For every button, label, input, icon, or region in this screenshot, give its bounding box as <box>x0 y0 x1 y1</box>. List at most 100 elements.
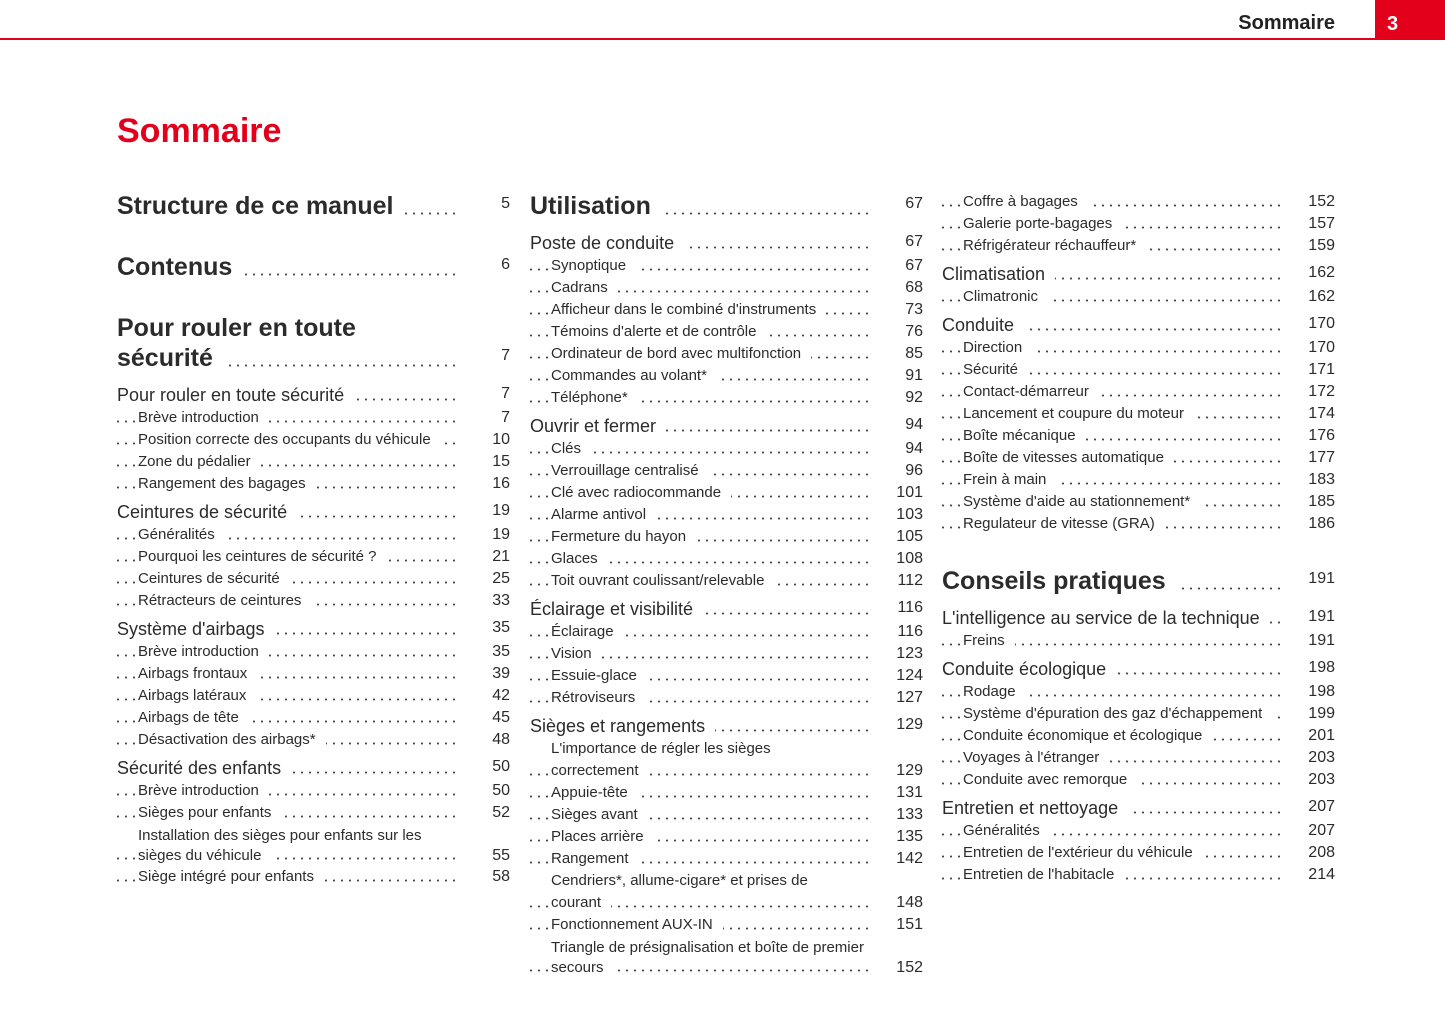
toc-entry[interactable]: Alarme antivol 103 <box>530 504 923 526</box>
toc-entry[interactable]: Ceintures de sécurité 25 <box>117 568 510 590</box>
toc-entry[interactable]: Freins 191 <box>942 630 1335 652</box>
toc-chapter[interactable]: Ouvrir et fermer 94 <box>530 414 923 438</box>
toc-entry[interactable]: Galerie porte-bagages 157 <box>942 213 1335 235</box>
toc-entry[interactable]: Direction 170 <box>942 337 1335 359</box>
toc-chapter[interactable]: Éclairage et visibilité 116 <box>530 597 923 621</box>
toc-entry[interactable]: Places arrière 135 <box>530 826 923 848</box>
toc-entry[interactable]: Éclairage 116 <box>530 621 923 643</box>
toc-chapter[interactable]: Conduite 170 <box>942 313 1335 337</box>
toc-page-number: 96 <box>905 462 923 479</box>
toc-entry[interactable]: Glaces 108 <box>530 548 923 570</box>
toc-entry[interactable]: Sécurité 171 <box>942 359 1335 381</box>
toc-entry[interactable]: Cendriers*, allume-cigare* et prises de … <box>530 870 923 914</box>
toc-entry[interactable]: Boîte de vitesses automatique 177 <box>942 447 1335 469</box>
toc-entry[interactable]: Zone du pédalier 15 <box>117 451 510 473</box>
toc-entry[interactable]: Entretien de l'extérieur du véhicule 208 <box>942 842 1335 864</box>
toc-entry[interactable]: Conduite économique et écologique 201 <box>942 725 1335 747</box>
toc-entry[interactable]: Conduite avec remorque 203 <box>942 769 1335 791</box>
toc-entry[interactable]: Fermeture du hayon 105 <box>530 526 923 548</box>
toc-entry[interactable]: Cadrans 68 <box>530 277 923 299</box>
toc-entry[interactable]: Sièges avant 133 <box>530 804 923 826</box>
toc-entry[interactable]: Rangement 142 <box>530 848 923 870</box>
toc-entry[interactable]: Airbags frontaux 39 <box>117 663 510 685</box>
toc-entry[interactable]: Fonctionnement AUX-IN 151 <box>530 914 923 936</box>
toc-title: Essuie-glace <box>551 667 647 684</box>
toc-entry[interactable]: Désactivation des airbags* 48 <box>117 729 510 751</box>
toc-entry[interactable]: Appuie-tête 131 <box>530 782 923 804</box>
toc-entry[interactable]: Climatronic 162 <box>942 286 1335 308</box>
toc-chapter[interactable]: L'intelligence au service de la techniqu… <box>942 606 1335 630</box>
toc-entry[interactable]: Témoins d'alerte et de contrôle 76 <box>530 321 923 343</box>
toc-page-number: 67 <box>905 233 923 250</box>
toc-entry[interactable]: Généralités 19 <box>117 524 510 546</box>
toc-section[interactable]: Contenus 6 <box>117 252 510 282</box>
toc-chapter[interactable]: Sièges et rangements 129 <box>530 714 923 738</box>
toc-title: Éclairage et visibilité <box>530 599 704 619</box>
toc-entry[interactable]: Généralités 207 <box>942 820 1335 842</box>
toc-entry[interactable]: Pourquoi les ceintures de sécurité ? 21 <box>117 546 510 568</box>
toc-entry[interactable]: Toit ouvrant coulissant/relevable 112 <box>530 570 923 592</box>
toc-entry[interactable]: Téléphone* 92 <box>530 387 923 409</box>
toc-entry[interactable]: Sièges pour enfants 52 <box>117 802 510 824</box>
toc-entry[interactable]: Rétroviseurs 127 <box>530 687 923 709</box>
toc-title: Triangle de présignalisation et boîte de… <box>551 939 864 976</box>
toc-entry[interactable]: Rétracteurs de ceintures 33 <box>117 590 510 612</box>
toc-entry[interactable]: Système d'aide au stationnement* 185 <box>942 491 1335 513</box>
toc-section[interactable]: Utilisation 67 <box>530 191 923 221</box>
toc-chapter[interactable]: Pour rouler en toute sécurité 7 <box>117 383 510 407</box>
toc-entry[interactable]: Position correcte des occupants du véhic… <box>117 429 510 451</box>
toc-entry[interactable]: Clé avec radiocommande 101 <box>530 482 923 504</box>
toc-entry[interactable]: Brève introduction 35 <box>117 641 510 663</box>
toc-entry[interactable]: Vision 123 <box>530 643 923 665</box>
toc-entry[interactable]: Airbags de tête 45 <box>117 707 510 729</box>
toc-entry[interactable]: Clés 94 <box>530 438 923 460</box>
toc-entry[interactable]: Réfrigérateur réchauffeur* 159 <box>942 235 1335 257</box>
toc-entry[interactable]: Brève introduction 7 <box>117 407 510 429</box>
toc-entry[interactable]: Essuie-glace 124 <box>530 665 923 687</box>
toc-entry[interactable]: Coffre à bagages 152 <box>942 191 1335 213</box>
toc-title: Boîte mécanique <box>963 427 1086 444</box>
toc-entry[interactable]: Afficheur dans le combiné d'instruments 7… <box>530 299 923 321</box>
toc-section[interactable]: Structure de ce manuel 5 <box>117 191 510 221</box>
toc-entry[interactable]: Airbags latéraux 42 <box>117 685 510 707</box>
toc-entry[interactable]: L'importance de régler les sièges correc… <box>530 738 923 782</box>
toc-page-number: 148 <box>896 894 923 911</box>
toc-entry[interactable]: Brève introduction 50 <box>117 780 510 802</box>
toc-chapter[interactable]: Ceintures de sécurité 19 <box>117 500 510 524</box>
toc-title: Places arrière <box>551 828 654 845</box>
toc-entry[interactable]: Triangle de présignalisation et boîte de… <box>530 938 923 978</box>
toc-entry[interactable]: Voyages à l'étranger 203 <box>942 747 1335 769</box>
toc-entry[interactable]: Frein à main 183 <box>942 469 1335 491</box>
toc-chapter[interactable]: Poste de conduite 67 <box>530 231 923 255</box>
toc-section[interactable]: Conseils pratiques 191 <box>942 566 1335 596</box>
toc-entry[interactable]: Commandes au volant* 91 <box>530 365 923 387</box>
toc-chapter[interactable]: Sécurité des enfants 50 <box>117 756 510 780</box>
toc-title: Conduite avec remorque <box>963 771 1138 788</box>
toc-page-number: 191 <box>1308 632 1335 649</box>
toc-chapter[interactable]: Climatisation 162 <box>942 262 1335 286</box>
toc-entry[interactable]: Siège intégré pour enfants 58 <box>117 866 510 888</box>
toc-page-number: 183 <box>1308 471 1335 488</box>
toc-entry[interactable]: Lancement et coupure du moteur 174 <box>942 403 1335 425</box>
toc-chapter[interactable]: Conduite écologique 198 <box>942 657 1335 681</box>
toc-entry[interactable]: Synoptique 67 <box>530 255 923 277</box>
toc-title: Coffre à bagages <box>963 193 1088 210</box>
toc-entry[interactable]: Contact-démarreur 172 <box>942 381 1335 403</box>
toc-title: Conduite écologique <box>942 659 1117 679</box>
toc-entry[interactable]: Installation des sièges pour enfants sur… <box>117 826 510 866</box>
toc-title: Conduite <box>942 315 1025 335</box>
toc-entry[interactable]: Ordinateur de bord avec multifonction 85 <box>530 343 923 365</box>
toc-chapter[interactable]: Système d'airbags 35 <box>117 617 510 641</box>
toc-entry[interactable]: Système d'épuration des gaz d'échappemen… <box>942 703 1335 725</box>
toc-title: Rangement <box>551 850 639 867</box>
toc-entry[interactable]: Verrouillage centralisé 96 <box>530 460 923 482</box>
toc-entry[interactable]: Entretien de l'habitacle 214 <box>942 864 1335 886</box>
toc-entry[interactable]: Rodage 198 <box>942 681 1335 703</box>
toc-page-number: 21 <box>492 548 510 565</box>
toc-title: Alarme antivol <box>551 506 657 523</box>
toc-entry[interactable]: Regulateur de vitesse (GRA) 186 <box>942 513 1335 535</box>
toc-section[interactable]: Pour rouler en toute sécurité 7 <box>117 313 510 373</box>
toc-entry[interactable]: Rangement des bagages 16 <box>117 473 510 495</box>
toc-chapter[interactable]: Entretien et nettoyage 207 <box>942 796 1335 820</box>
toc-entry[interactable]: Boîte mécanique 176 <box>942 425 1335 447</box>
